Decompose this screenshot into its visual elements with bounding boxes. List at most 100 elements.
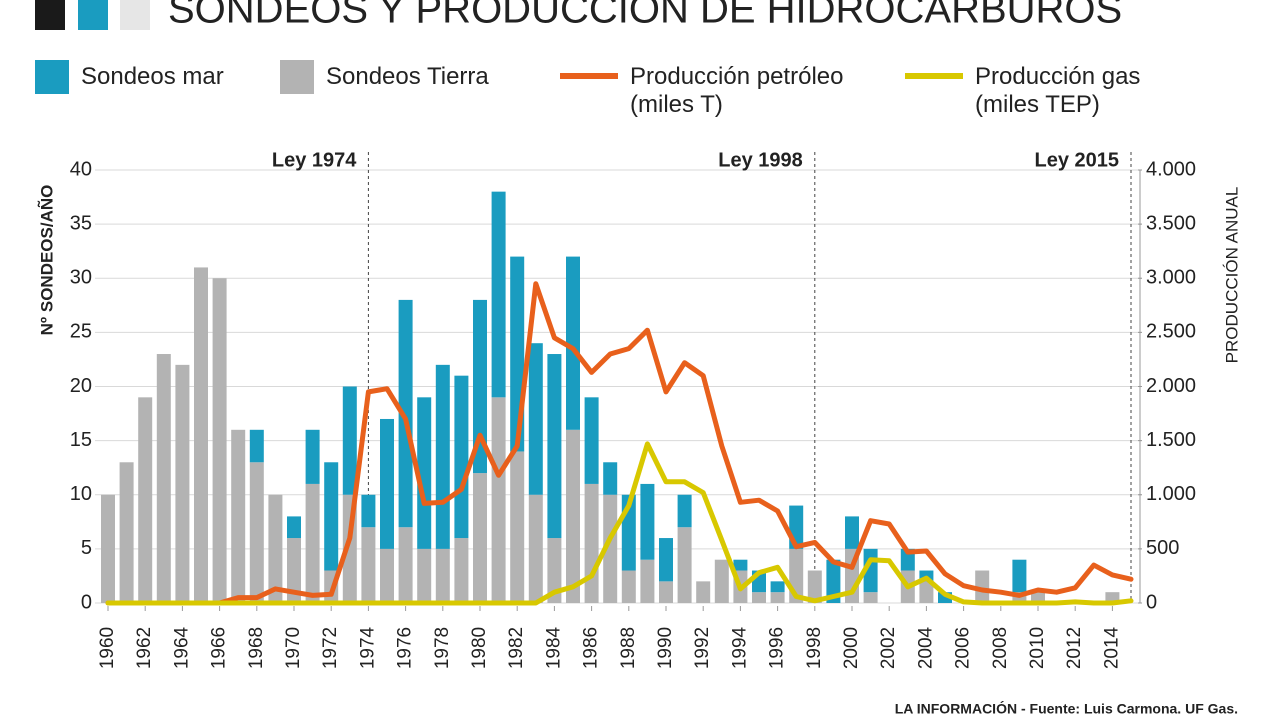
bar [268,494,283,603]
line [105,441,1134,606]
source: LA INFORMACIÓN - Fuente: Luis Carmona. U… [895,700,1238,717]
x-tick-label: 1966 [209,627,230,669]
x-tick-label: 2002 [878,627,899,669]
bar [566,429,580,603]
y2-tick-label: 500 [1146,537,1179,559]
bar [473,473,487,603]
y-axis-label: Nº SONDEOS/AÑO [36,185,56,336]
x-tick-label: 1964 [171,626,192,669]
bar [380,418,394,549]
y-tick-label: 10 [70,483,92,505]
bar [417,397,432,549]
bar [454,538,469,603]
bar [491,191,506,398]
bar [1105,592,1120,603]
bar [677,527,692,603]
deco-square [120,0,150,30]
bar [584,397,599,484]
bar [212,278,227,603]
y2-tick-label: 0 [1146,591,1157,613]
bar [119,462,134,603]
legend-swatch [35,60,69,94]
bar [101,494,115,603]
bar [659,538,673,582]
bar [603,462,618,495]
bar [231,429,246,603]
bar [547,354,562,539]
y2-tick-label: 1.500 [1146,429,1196,451]
bar [640,483,655,560]
x-tick-label: 1974 [357,626,378,669]
x-tick-label: 2008 [990,627,1011,669]
x-tick-label: 1962 [134,627,155,669]
bar [528,494,543,603]
bar [677,494,692,528]
bar [287,538,301,603]
bar [435,548,450,603]
bar [919,581,934,603]
bar [714,559,729,603]
bar [156,354,171,603]
bar [566,256,580,430]
bar [640,559,655,603]
bar [1012,559,1027,593]
bar [305,429,320,484]
x-tick-label: 1992 [692,627,713,669]
bar [770,592,785,603]
y-tick-label: 35 [70,212,92,234]
x-tick-label: 1998 [804,627,825,669]
y2-axis-label: PRODUCCIÓN ANUAL [1222,187,1241,364]
bar [417,548,432,603]
bar [845,516,859,549]
y2-tick-label: 2.000 [1146,375,1196,397]
bar [249,462,264,603]
bar [361,494,376,528]
x-tick-label: 2012 [1064,627,1085,669]
y2-tick-label: 1.000 [1146,483,1196,505]
x-tick-label: 1994 [729,626,750,669]
bar [473,299,487,474]
x-tick-label: 1976 [395,627,416,669]
x-tick-label: 2004 [915,626,936,669]
bar [454,375,469,539]
bar [175,364,190,603]
y-tick-label: 5 [81,537,92,559]
bar [659,581,673,603]
x-tick-label: 1988 [618,627,639,669]
y-tick-label: 40 [70,158,92,180]
deco-square [78,0,108,30]
bar [249,429,264,463]
bar [510,451,525,603]
bar [863,592,878,603]
bar [770,581,785,593]
y2-tick-label: 3.000 [1146,267,1196,289]
y2-tick-label: 4.000 [1146,158,1196,180]
y-tick-label: 0 [81,591,92,613]
x-tick-label: 1990 [655,627,676,669]
x-tick-label: 1970 [283,627,304,669]
annotation-label: Ley 2015 [1034,149,1119,171]
x-tick-label: 1984 [543,626,564,669]
bar [305,483,320,603]
bar [435,364,450,549]
y2-tick-label: 2.500 [1146,321,1196,343]
legend-label: Sondeos Tierra [326,63,489,90]
bar [1031,592,1045,603]
bar [398,299,413,528]
legend-label: Producción gas (miles TEP) [975,63,1141,118]
bar [752,592,766,603]
bar [194,267,208,603]
x-tick-label: 1978 [432,627,453,669]
x-tick-label: 1960 [97,627,118,669]
bar [547,538,562,603]
x-tick-label: 1982 [506,627,527,669]
bar [361,527,376,603]
bar [138,397,153,603]
bar [603,494,618,603]
legend-label: Sondeos mar [81,63,224,90]
bar [621,570,636,603]
deco-square [35,0,65,30]
bar [528,343,543,495]
y-tick-label: 15 [70,429,92,451]
y2-tick-label: 3.500 [1146,212,1196,234]
